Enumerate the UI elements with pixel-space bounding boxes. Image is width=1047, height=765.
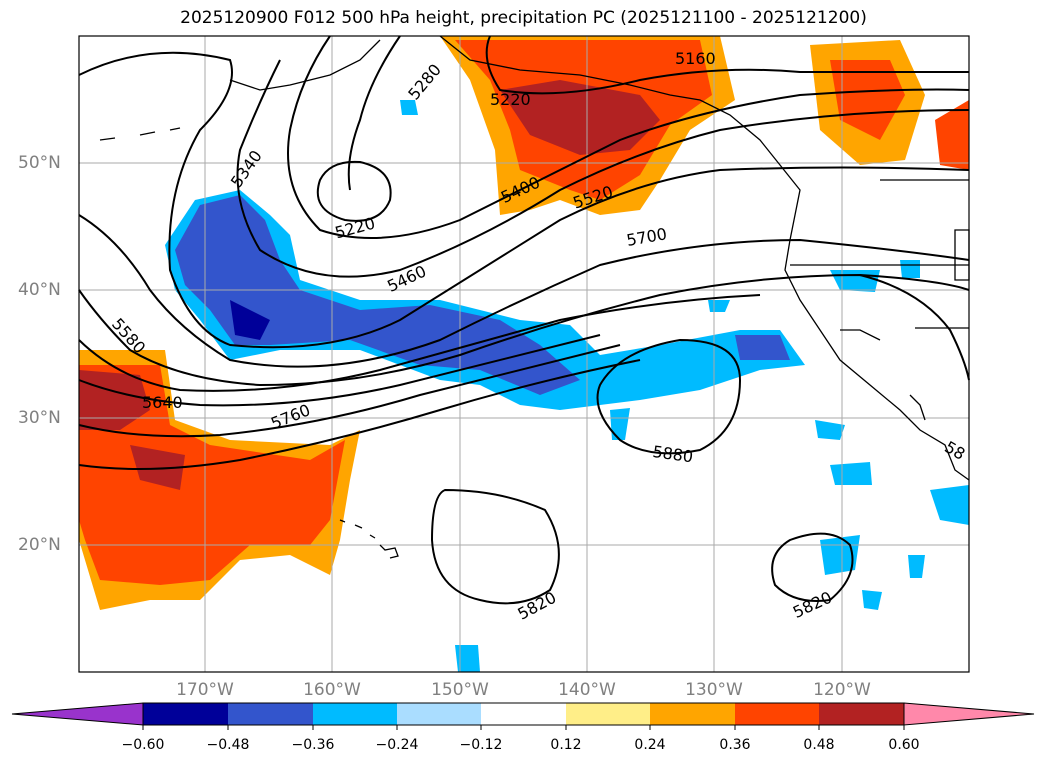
contour-label: 5220 bbox=[490, 90, 531, 109]
colorbar-segment bbox=[481, 703, 566, 725]
colorbar bbox=[11, 702, 1035, 730]
colorbar-tick: −0.60 bbox=[121, 737, 165, 753]
lat-label-50n: 50°N bbox=[18, 153, 61, 173]
map-title: 2025120900 F012 500 hPa height, precipit… bbox=[180, 8, 867, 28]
colorbar-segment bbox=[566, 703, 650, 725]
colorbar-tick: −0.48 bbox=[206, 737, 250, 753]
lon-label-150w: 150°W bbox=[431, 680, 489, 700]
colorbar-segment bbox=[397, 703, 481, 725]
colorbar-segment bbox=[735, 703, 819, 725]
lon-label-170w: 170°W bbox=[176, 680, 234, 700]
lon-label-120w: 120°W bbox=[813, 680, 871, 700]
colorbar-tick: 0.12 bbox=[550, 737, 582, 753]
colorbar-segment bbox=[819, 703, 904, 725]
colorbar-segment bbox=[650, 703, 735, 725]
colorbar-segment bbox=[313, 703, 397, 725]
colorbar-tick: 0.24 bbox=[634, 737, 666, 753]
colorbar-tick: −0.24 bbox=[375, 737, 419, 753]
colorbar-segment bbox=[228, 703, 313, 725]
colorbar-tick: −0.12 bbox=[459, 737, 503, 753]
height-contours bbox=[78, 35, 970, 605]
colorbar-tick: 0.48 bbox=[803, 737, 835, 753]
contour-label: 5160 bbox=[675, 49, 716, 68]
contour-label: 5640 bbox=[142, 393, 183, 412]
colorbar-border bbox=[142, 702, 905, 726]
lat-label-20n: 20°N bbox=[18, 535, 61, 555]
colorbar-tick: 0.60 bbox=[888, 737, 920, 753]
colorbar-segment bbox=[143, 703, 228, 725]
lat-label-30n: 30°N bbox=[18, 408, 61, 428]
coastlines bbox=[99, 35, 970, 559]
colorbar-tick: 0.36 bbox=[719, 737, 751, 753]
lon-label-160w: 160°W bbox=[303, 680, 361, 700]
lat-label-40n: 40°N bbox=[18, 280, 61, 300]
map-border bbox=[78, 35, 970, 673]
lon-label-130w: 130°W bbox=[685, 680, 743, 700]
colorbar-extend-low bbox=[11, 702, 144, 726]
colorbar-extend-high bbox=[903, 702, 1035, 726]
colorbar-tick: −0.36 bbox=[291, 737, 335, 753]
lon-label-140w: 140°W bbox=[558, 680, 616, 700]
